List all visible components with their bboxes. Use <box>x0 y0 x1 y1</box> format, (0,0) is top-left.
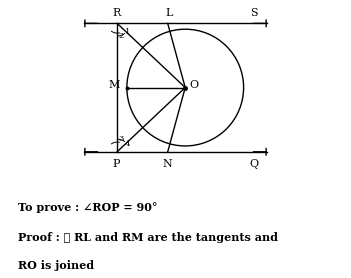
Text: 4: 4 <box>125 140 130 148</box>
Text: Q: Q <box>250 160 259 169</box>
Text: To prove : ∠ROP = 90°: To prove : ∠ROP = 90° <box>18 202 157 214</box>
Text: 3: 3 <box>119 135 124 143</box>
Text: 1: 1 <box>125 28 130 36</box>
Text: Proof : ∴ RL and RM are the tangents and: Proof : ∴ RL and RM are the tangents and <box>18 232 278 243</box>
Text: O: O <box>190 80 199 90</box>
Text: N: N <box>163 160 173 169</box>
Text: RO is joined: RO is joined <box>18 260 94 271</box>
Text: S: S <box>251 8 258 18</box>
Text: P: P <box>112 160 120 169</box>
Text: L: L <box>165 8 172 18</box>
Text: 2: 2 <box>119 32 124 40</box>
Text: R: R <box>112 8 120 18</box>
Text: M: M <box>108 80 120 90</box>
